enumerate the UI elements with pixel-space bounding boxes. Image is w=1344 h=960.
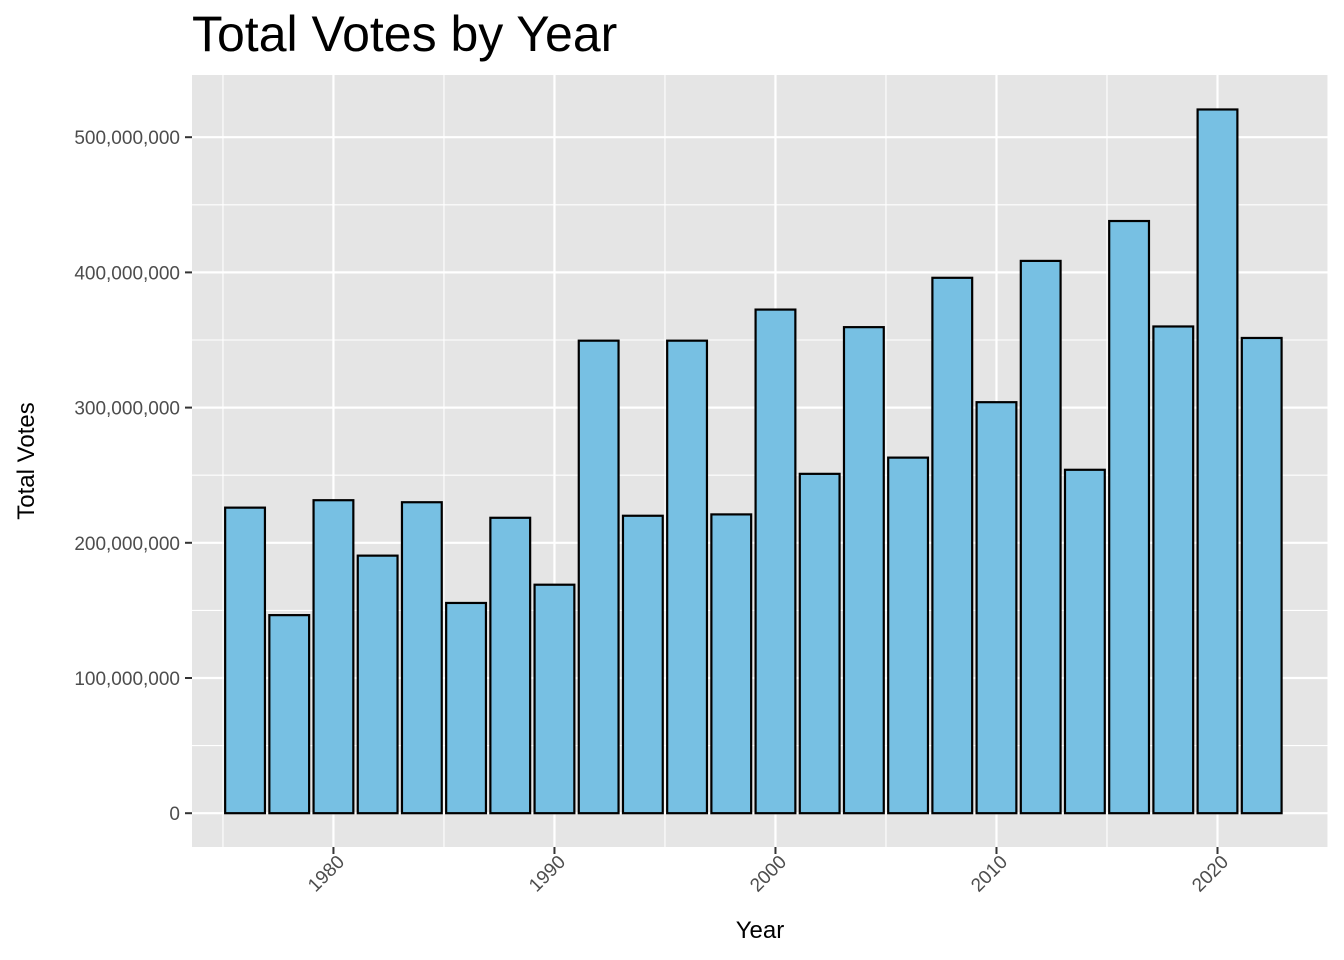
bar-1988: [489, 516, 532, 815]
bars: [224, 108, 1283, 815]
bar-2004: [842, 326, 885, 815]
bar-1982: [356, 554, 399, 815]
y-tick-label: 200,000,000: [74, 534, 180, 555]
bar-1984: [400, 501, 443, 815]
bar-1990: [533, 583, 576, 815]
y-axis-label: Total Votes: [13, 402, 40, 519]
bar-1992: [577, 339, 620, 815]
chart-title: Total Votes by Year: [192, 6, 617, 62]
bar-2008: [931, 276, 974, 815]
x-tick-label: 2010: [967, 852, 1012, 897]
bar-2016: [1108, 219, 1151, 815]
bar-1978: [268, 614, 311, 815]
bar-1976: [224, 506, 267, 815]
bar-2006: [887, 456, 930, 815]
bar-2020: [1196, 108, 1239, 815]
bar-2018: [1152, 325, 1195, 815]
y-tick-label: 0: [169, 804, 180, 825]
x-tick-label: 2000: [746, 852, 791, 897]
bar-1994: [621, 514, 664, 815]
x-tick-label: 1990: [525, 852, 570, 897]
x-axis-label: Year: [736, 917, 785, 944]
bar-2002: [798, 472, 841, 815]
x-tick-label: 2020: [1188, 852, 1233, 897]
bar-2014: [1063, 468, 1106, 815]
bar-2000: [754, 308, 797, 815]
bar-1986: [445, 601, 488, 815]
bar-2022: [1240, 336, 1283, 815]
bar-2010: [975, 401, 1018, 815]
y-tick-label: 100,000,000: [74, 669, 180, 690]
bar-1998: [710, 513, 753, 815]
y-axis: 0 100,000,000 200,000,000 300,000,000 400,00…: [74, 128, 192, 825]
y-tick-label: 500,000,000: [74, 128, 180, 149]
bar-1996: [666, 339, 709, 815]
bar-2012: [1019, 259, 1062, 815]
x-tick-label: 1980: [304, 852, 349, 897]
y-tick-label: 300,000,000: [74, 399, 180, 420]
bar-1980: [312, 499, 355, 815]
y-tick-label: 400,000,000: [74, 263, 180, 284]
x-axis: 1980 1990 2000 2010 2020: [304, 847, 1233, 896]
